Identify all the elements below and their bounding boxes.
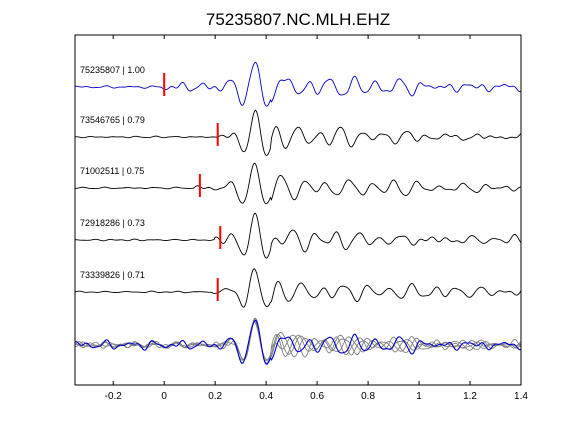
trace-line [74,212,522,259]
trace-label: 71002511 | 0.75 [80,166,144,176]
trace-line [74,268,522,308]
overlay-reference-line [74,319,522,365]
trace-label: 75235807 | 1.00 [80,65,145,75]
trace-label: 73339826 | 0.71 [80,270,145,280]
trace-line [74,109,522,156]
x-tick-label: 1.2 [463,391,477,402]
x-tick-label: 0.6 [310,391,324,402]
x-tick-label: -0.2 [105,391,123,402]
trace-label: 72918286 | 0.73 [80,218,145,228]
chart-title: 75235807.NC.MLH.EHZ [206,10,390,29]
x-tick-label: 0.2 [208,391,222,402]
x-tick-label: 1.4 [514,391,528,402]
axes-frame [74,34,522,386]
trace-label: 73546765 | 0.79 [80,115,145,125]
x-tick-label: 0.4 [259,391,273,402]
plot-area: 75235807 | 1.00 73546765 | 0.79 71002511 |… [74,61,522,365]
x-tick-label: 0 [161,391,167,402]
x-axis: -0.2 0 0.2 0.4 0.6 0.8 1 1.2 1.4 [105,35,528,402]
trace-line [74,162,522,205]
trace-line [74,61,522,107]
overlay-trace-line [74,319,522,362]
overlay-trace-line [74,317,522,364]
x-tick-label: 0.8 [361,391,375,402]
x-tick-label: 1 [416,391,422,402]
